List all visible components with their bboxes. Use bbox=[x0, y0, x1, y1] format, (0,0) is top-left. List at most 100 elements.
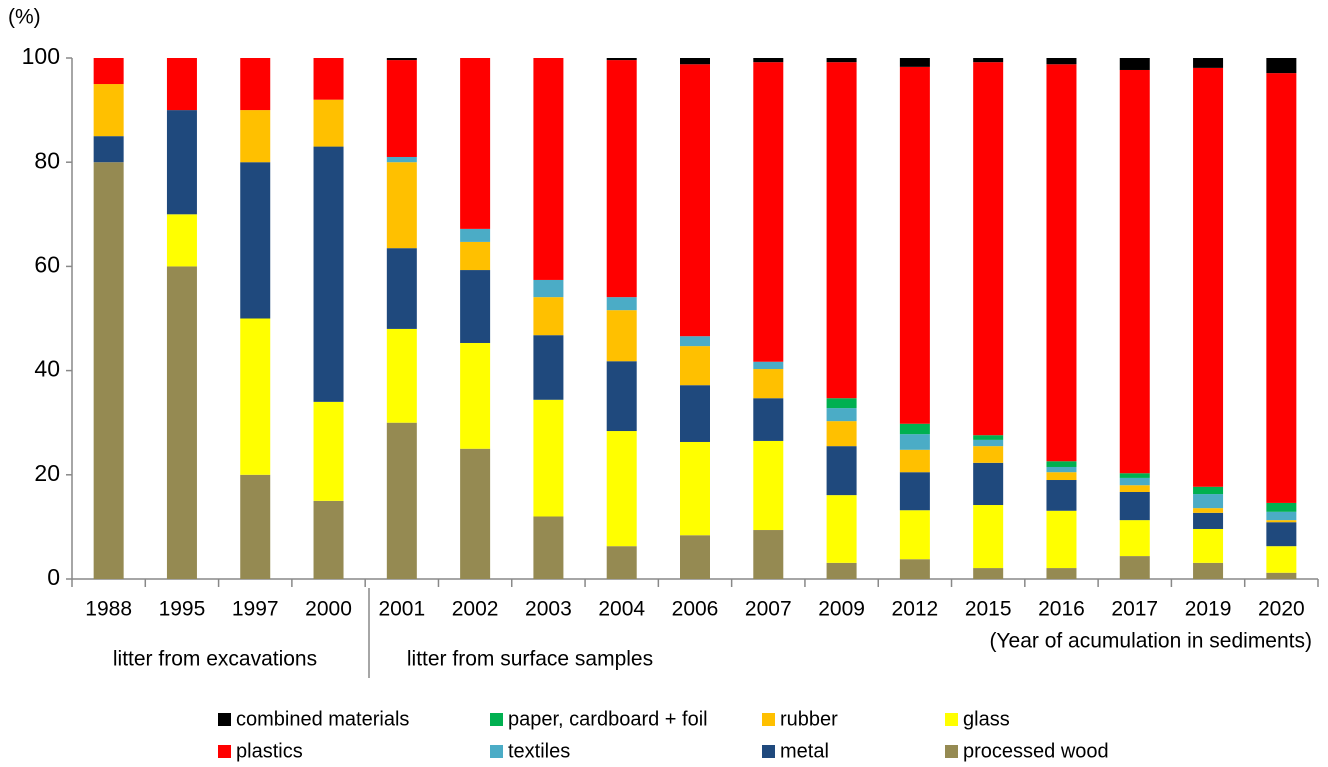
bar-segment bbox=[1119, 485, 1150, 492]
bar-segment bbox=[973, 446, 1004, 463]
x-tick-label: 1997 bbox=[232, 598, 279, 621]
bar-segment bbox=[1046, 58, 1077, 65]
bar-segment bbox=[753, 361, 784, 370]
bar-segment bbox=[1046, 510, 1077, 569]
y-tick-label: 20 bbox=[34, 460, 60, 486]
bar-segment bbox=[680, 346, 710, 386]
bar-segment bbox=[606, 431, 637, 547]
bar-segment bbox=[386, 162, 417, 249]
bar-segment bbox=[680, 441, 710, 536]
bar-segment bbox=[973, 62, 1004, 436]
bar-segment bbox=[93, 162, 124, 579]
bar-segment bbox=[606, 297, 637, 311]
bar-segment bbox=[386, 248, 417, 329]
x-tick-label: 2000 bbox=[305, 598, 352, 621]
x-tick-label: 2007 bbox=[745, 598, 792, 621]
bar-segment bbox=[93, 136, 124, 163]
legend-label: rubber bbox=[780, 708, 838, 730]
bar-segment bbox=[899, 510, 930, 560]
bar-segment bbox=[240, 474, 271, 579]
bar-segment bbox=[606, 58, 637, 61]
legend-label: textiles bbox=[508, 740, 570, 762]
bar-segment bbox=[533, 399, 564, 517]
bar-segment bbox=[606, 60, 637, 298]
bar-segment bbox=[899, 58, 930, 67]
bar-segment bbox=[899, 449, 930, 473]
bar-segment bbox=[460, 241, 491, 271]
bar-segment bbox=[1046, 568, 1077, 579]
bar-segment bbox=[973, 462, 1004, 506]
bar-segment bbox=[899, 434, 930, 450]
bar-segment bbox=[826, 421, 857, 447]
bar-segment bbox=[680, 385, 710, 442]
bar-segment bbox=[753, 58, 784, 63]
legend-swatch bbox=[218, 713, 231, 726]
bar-segment bbox=[1193, 58, 1224, 68]
bar-segment bbox=[826, 562, 857, 579]
bar-segment bbox=[1266, 58, 1297, 74]
x-tick-label: 2017 bbox=[1111, 598, 1158, 621]
bar-segment bbox=[166, 266, 197, 579]
bar-segment bbox=[533, 297, 564, 336]
group-label: litter from excavations bbox=[113, 648, 317, 671]
bar-segment bbox=[826, 398, 857, 409]
bar-segment bbox=[753, 398, 784, 441]
bar-segment bbox=[1119, 473, 1150, 478]
y-tick-label: 80 bbox=[34, 147, 60, 173]
legend-label: metal bbox=[780, 740, 829, 762]
bar-segment bbox=[826, 446, 857, 496]
bar-segment bbox=[753, 62, 784, 362]
bar-segment bbox=[93, 58, 124, 85]
bar-segment bbox=[1193, 512, 1224, 529]
bar-segment bbox=[1266, 546, 1297, 573]
bar-segment bbox=[166, 58, 197, 111]
x-tick-label: 2004 bbox=[598, 598, 645, 621]
bar-segment bbox=[1266, 572, 1297, 579]
bar-segment bbox=[1193, 494, 1224, 509]
y-tick-label: 0 bbox=[47, 564, 60, 590]
x-tick-label: 2019 bbox=[1185, 598, 1232, 621]
bar-segment bbox=[1046, 461, 1077, 467]
bar-segment bbox=[1266, 73, 1297, 503]
bar-segment bbox=[240, 162, 271, 319]
legend-swatch bbox=[762, 745, 775, 758]
bar-segment bbox=[313, 146, 344, 402]
bar-segment bbox=[313, 500, 344, 579]
y-unit-label: (%) bbox=[8, 6, 41, 29]
legend-swatch bbox=[945, 713, 958, 726]
bar-segment bbox=[899, 559, 930, 579]
x-tick-label: 2006 bbox=[672, 598, 719, 621]
bar-segment bbox=[606, 546, 637, 579]
bar-segment bbox=[680, 535, 710, 579]
bar-segment bbox=[460, 228, 491, 242]
bar-segment bbox=[753, 369, 784, 399]
bar-segment bbox=[826, 62, 857, 399]
bar-segment bbox=[899, 423, 930, 435]
bar-segment bbox=[1193, 508, 1224, 513]
bar-segment bbox=[973, 505, 1004, 569]
bar-segment bbox=[240, 318, 271, 475]
bar-segment bbox=[240, 110, 271, 163]
legend-swatch bbox=[218, 745, 231, 758]
bar-segment bbox=[680, 64, 710, 337]
bar-segment bbox=[460, 342, 491, 449]
bar-segment bbox=[533, 279, 564, 298]
bar-segment bbox=[1193, 528, 1224, 563]
y-tick-label: 60 bbox=[34, 251, 60, 277]
bar-segment bbox=[386, 328, 417, 423]
x-tick-label: 2009 bbox=[818, 598, 865, 621]
bar-segment bbox=[973, 568, 1004, 579]
bar-segment bbox=[386, 156, 417, 163]
legend-swatch bbox=[762, 713, 775, 726]
bar-segment bbox=[606, 361, 637, 432]
bar-segment bbox=[460, 448, 491, 579]
y-tick-label: 100 bbox=[22, 43, 60, 69]
bar-segment bbox=[1119, 58, 1150, 70]
bar-segment bbox=[606, 310, 637, 362]
bar-segment bbox=[1266, 502, 1297, 512]
bar-segment bbox=[753, 530, 784, 579]
group-label: litter from surface samples bbox=[407, 648, 653, 671]
bar-segment bbox=[899, 472, 930, 511]
bar-segment bbox=[1119, 491, 1150, 521]
bar-segment bbox=[93, 84, 124, 137]
